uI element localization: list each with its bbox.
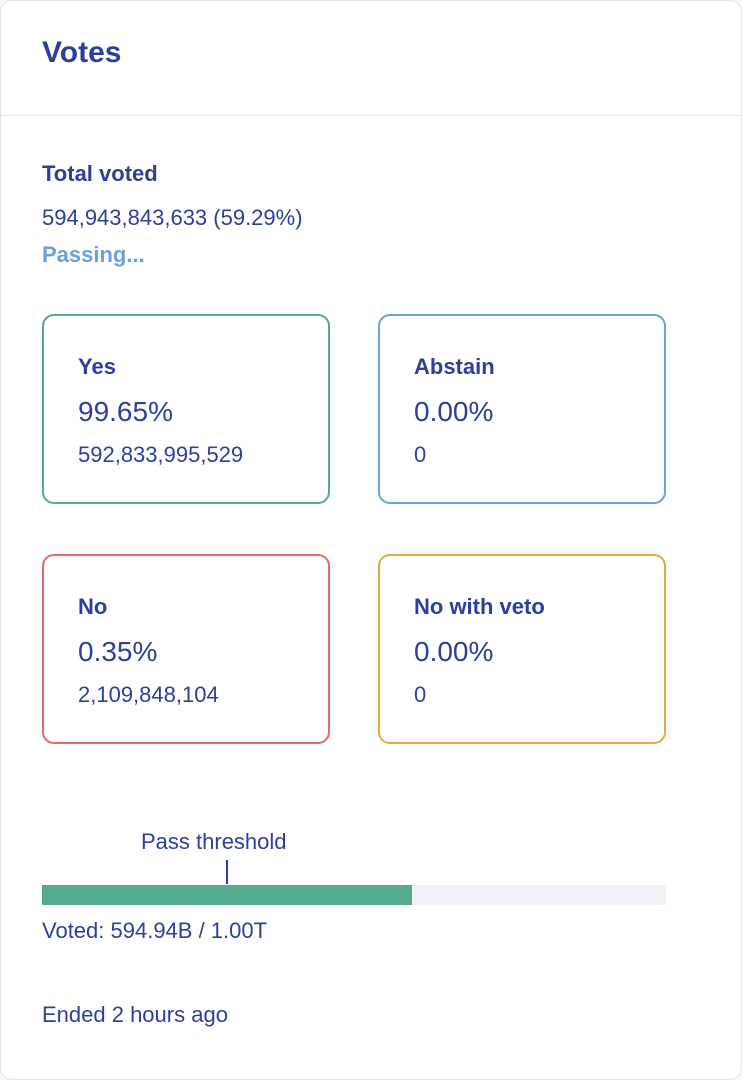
vote-progress-yes-fill bbox=[42, 885, 411, 905]
vote-percent: 99.65% bbox=[78, 396, 173, 427]
ended-time: Ended 2 hours ago bbox=[42, 1002, 228, 1027]
total-voted-label: Total voted bbox=[42, 161, 158, 186]
vote-amount: 0 bbox=[414, 682, 427, 707]
vote-label: Abstain bbox=[414, 354, 495, 379]
vote-box-abstain: Abstain 0.00% 0 bbox=[378, 314, 666, 504]
total-voted-value: 594,943,843,633 (59.29%) bbox=[42, 205, 303, 230]
vote-box-no: No 0.35% 2,109,848,104 bbox=[42, 554, 330, 744]
vote-amount: 0 bbox=[414, 442, 427, 467]
status-text: Passing... bbox=[42, 242, 145, 267]
card-title: Votes bbox=[42, 36, 122, 69]
vote-progress-no-fill bbox=[411, 885, 412, 905]
vote-amount: 2,109,848,104 bbox=[78, 682, 219, 707]
voted-summary: Voted: 594.94B / 1.00T bbox=[42, 918, 268, 943]
card-header: Votes bbox=[1, 1, 741, 116]
vote-percent: 0.00% bbox=[414, 636, 494, 667]
vote-box-yes: Yes 99.65% 592,833,995,529 bbox=[42, 314, 330, 504]
vote-amount: 592,833,995,529 bbox=[78, 442, 244, 467]
pass-threshold-marker bbox=[226, 860, 228, 884]
pass-threshold-label: Pass threshold bbox=[141, 829, 287, 854]
vote-percent: 0.35% bbox=[78, 636, 158, 667]
vote-label: Yes bbox=[78, 354, 116, 379]
vote-percent: 0.00% bbox=[414, 396, 494, 427]
vote-label: No bbox=[78, 594, 108, 619]
vote-progress-bar bbox=[42, 885, 666, 905]
vote-box-no-with-veto: No with veto 0.00% 0 bbox=[378, 554, 666, 744]
vote-label: No with veto bbox=[414, 594, 545, 619]
